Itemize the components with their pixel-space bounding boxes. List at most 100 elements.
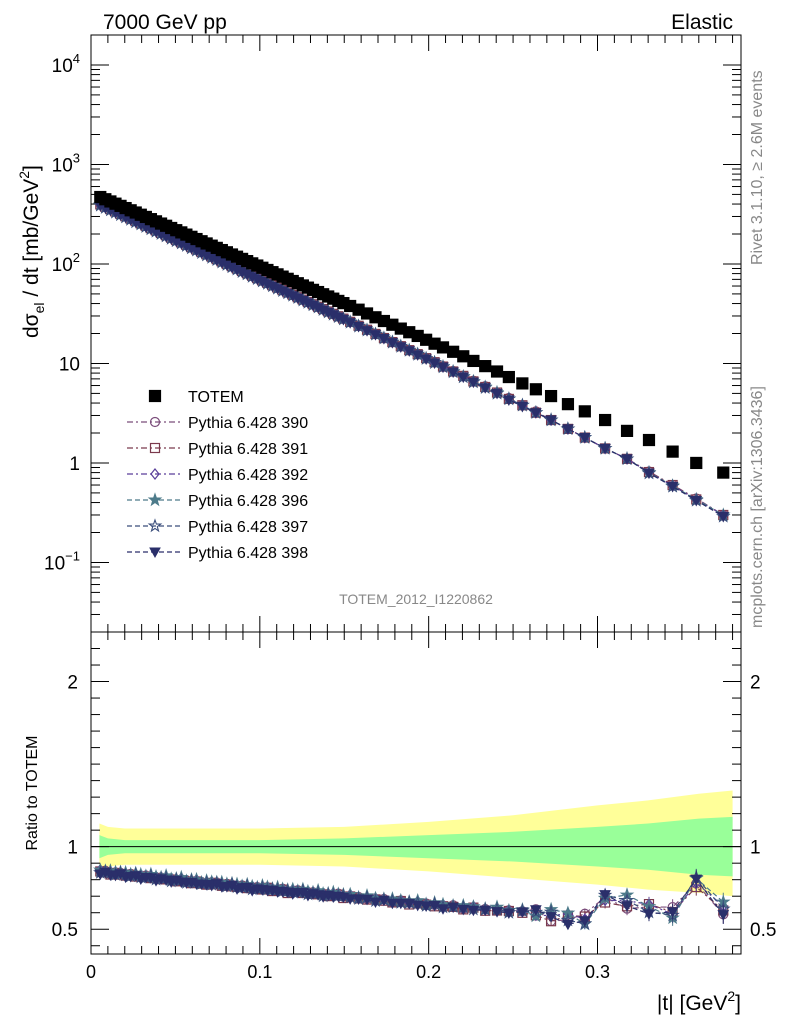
data-point	[361, 326, 373, 337]
ratio-y-tick-label-left: 1	[67, 838, 78, 859]
legend-marker	[148, 389, 162, 403]
data-point	[666, 481, 679, 493]
ratio-point	[503, 908, 515, 920]
analysis-id: TOTEM_2012_I1220862	[339, 591, 493, 607]
legend-marker	[149, 547, 161, 559]
ratio-panel-frame	[90, 631, 742, 955]
ratio-point	[411, 900, 424, 912]
legend-label: Pythia 6.428 392	[188, 467, 308, 484]
data-point	[666, 445, 679, 458]
ratio-point	[516, 907, 529, 918]
data-point	[394, 342, 407, 353]
ratio-point	[545, 912, 557, 923]
data-point	[411, 350, 424, 361]
data-point	[545, 415, 557, 427]
data-point	[386, 338, 399, 349]
legend-entry: Pythia 6.428 390	[127, 415, 308, 432]
data-point	[447, 367, 459, 379]
ratio-point	[428, 900, 441, 912]
data-point	[352, 322, 365, 333]
data-point	[420, 354, 432, 365]
data-point	[403, 346, 416, 357]
data-point	[530, 408, 542, 419]
legend-marker	[147, 518, 163, 533]
side-text-bottom: mcplots.cern.ch [arXiv:1306.3436]	[749, 386, 766, 628]
side-text-top: Rivet 3.1.10, ≥ 2.6M events	[749, 70, 766, 265]
data-point	[378, 334, 390, 345]
data-point	[467, 354, 480, 368]
legend-label: Pythia 6.428 391	[188, 441, 308, 458]
data-point	[369, 330, 382, 341]
ratio-y-axis-label: Ratio to TOTEM	[24, 736, 41, 851]
ratio-point	[361, 894, 373, 906]
main-y-tick-label: 10	[59, 354, 80, 375]
data-point	[457, 350, 470, 363]
main-y-tick-label: 10−1	[44, 548, 80, 574]
data-point	[503, 395, 515, 406]
data-point	[561, 398, 575, 411]
legend-label: TOTEM	[188, 389, 244, 406]
data-point	[502, 370, 515, 384]
ratio-y-tick-label-right: 2	[750, 673, 761, 694]
x-tick-label: 0.3	[585, 962, 610, 982]
data-point	[620, 424, 634, 437]
header-left: 7000 GeV pp	[103, 11, 227, 34]
data-point	[457, 372, 470, 384]
series-layer	[92, 190, 731, 931]
ratio-point	[643, 909, 655, 920]
main-y-tick-label: 103	[52, 150, 80, 176]
legend-label: Pythia 6.428 397	[188, 519, 308, 536]
ratio-y-tick-label-right: 1	[750, 838, 761, 859]
legend-label: Pythia 6.428 398	[188, 545, 308, 562]
legend-label: Pythia 6.428 396	[188, 493, 308, 510]
legend-entry: Pythia 6.428 392	[127, 467, 308, 484]
main-y-tick-label: 102	[52, 250, 80, 276]
data-point	[344, 318, 357, 329]
series-ratio-pythia-6.428-398	[94, 867, 730, 931]
legend-marker	[150, 468, 160, 480]
data-point	[598, 413, 612, 427]
data-point	[599, 443, 611, 455]
ratio-point	[530, 905, 542, 916]
ratio-point	[369, 897, 382, 909]
ratio-point	[447, 902, 459, 914]
ratio-y-tick-label-left: 0.5	[52, 920, 78, 941]
legend-entry: Pythia 6.428 397	[127, 518, 308, 536]
ratio-point	[562, 919, 574, 931]
data-point	[447, 345, 460, 358]
x-axis-label: |t| [GeV2]	[657, 988, 741, 1015]
data-point	[562, 424, 574, 435]
ratio-point	[437, 904, 449, 915]
x-tick-label: 0	[86, 962, 96, 982]
data-point	[717, 511, 730, 523]
series-main-totem	[94, 190, 730, 479]
ratio-y-tick-label-left: 2	[67, 673, 78, 694]
legend: TOTEM Pythia 6.428 390 Pythia 6.428 391 Pyt…	[127, 389, 308, 562]
ratio-point	[457, 904, 470, 916]
data-point	[491, 388, 503, 400]
x-tick-label: 0.2	[416, 962, 441, 982]
data-point	[690, 495, 703, 507]
ratio-point	[467, 905, 480, 917]
main-y-tick-label: 1	[69, 454, 80, 475]
ratio-point	[666, 907, 679, 918]
ratio-y-tick-label-right: 0.5	[750, 920, 776, 941]
data-point	[479, 383, 492, 394]
legend-marker	[149, 416, 161, 428]
legend-marker	[149, 442, 161, 454]
series-main-pythia-6.428-398	[94, 201, 730, 523]
ratio-point	[344, 894, 357, 905]
data-point	[437, 362, 449, 374]
ratio-point	[599, 890, 611, 901]
data-point	[643, 468, 655, 480]
data-point	[529, 383, 542, 396]
ratio-point	[578, 916, 591, 927]
ratio-point	[420, 901, 432, 912]
ratio-point	[491, 907, 503, 918]
data-point	[516, 401, 529, 413]
data-point	[690, 456, 703, 470]
data-point	[578, 433, 591, 444]
ratio-point	[352, 894, 365, 905]
x-tick-label: 0.1	[247, 962, 272, 982]
